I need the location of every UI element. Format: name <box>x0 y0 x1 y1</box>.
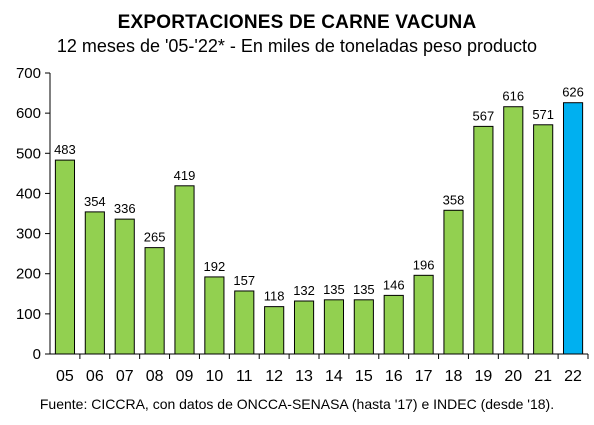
y-tick-label: 100 <box>16 306 41 323</box>
data-label: 358 <box>443 192 465 207</box>
bar <box>562 102 584 355</box>
chart-title: EXPORTACIONES DE CARNE VACUNA <box>117 12 477 33</box>
data-label: 157 <box>233 273 255 288</box>
bar <box>473 125 494 355</box>
y-tick-label: 0 <box>33 346 41 363</box>
x-tick-label: 16 <box>385 368 403 385</box>
data-label: 419 <box>174 168 196 183</box>
x-tick-label: 12 <box>265 368 283 385</box>
bar <box>84 211 105 355</box>
x-tick-label: 10 <box>205 368 223 385</box>
x-tick-label: 13 <box>295 368 313 385</box>
data-label: 616 <box>502 89 524 104</box>
bar <box>114 218 135 355</box>
x-tick-label: 15 <box>355 368 373 385</box>
data-label: 626 <box>562 85 584 100</box>
bar <box>264 306 285 355</box>
data-label: 135 <box>323 282 345 297</box>
y-tick-label: 300 <box>16 226 41 243</box>
bar <box>234 290 255 355</box>
data-label: 483 <box>54 142 76 157</box>
x-tick-label: 20 <box>504 368 522 385</box>
bar <box>293 300 315 355</box>
x-tick-label: 14 <box>325 368 343 385</box>
x-tick-label: 09 <box>176 368 194 385</box>
data-label: 567 <box>473 108 495 123</box>
bar <box>54 159 76 355</box>
data-label: 571 <box>532 107 554 122</box>
data-label: 336 <box>114 201 136 216</box>
x-tick-label: 06 <box>86 368 104 385</box>
bar <box>533 124 554 355</box>
bar <box>323 299 345 355</box>
y-tick-label: 700 <box>16 65 41 82</box>
chart-source-note: Fuente: CICCRA, con datos de ONCCA-SENAS… <box>39 396 555 412</box>
bar <box>144 247 165 355</box>
y-tick-label: 600 <box>16 105 41 122</box>
y-tick-label: 200 <box>16 266 41 283</box>
y-tick-label: 500 <box>16 145 41 162</box>
y-tick-label: 400 <box>16 185 41 202</box>
x-tick-label: 21 <box>534 368 552 385</box>
bar <box>503 106 524 355</box>
x-tick-label: 19 <box>474 368 492 385</box>
chart-subtitle: 12 meses de '05-'22* - En miles de tonel… <box>56 36 538 56</box>
data-label: 118 <box>264 289 285 304</box>
x-tick-label: 22 <box>564 368 582 385</box>
bar <box>204 276 225 355</box>
bar <box>413 274 434 355</box>
bar <box>443 209 464 355</box>
x-tick-label: 08 <box>146 368 164 385</box>
x-tick-label: 05 <box>56 368 74 385</box>
data-label: 132 <box>293 283 315 298</box>
x-tick-label: 17 <box>415 368 433 385</box>
data-label: 196 <box>413 257 435 272</box>
data-label: 192 <box>204 259 226 274</box>
data-label: 354 <box>84 194 106 209</box>
bar <box>383 294 404 355</box>
bar <box>353 299 374 355</box>
x-tick-label: 11 <box>236 368 253 385</box>
data-label: 146 <box>383 277 405 292</box>
x-tick-label: 07 <box>116 368 134 385</box>
data-label: 135 <box>353 282 375 297</box>
data-label: 265 <box>144 230 166 245</box>
bar <box>174 185 195 355</box>
x-tick-label: 18 <box>445 368 463 385</box>
